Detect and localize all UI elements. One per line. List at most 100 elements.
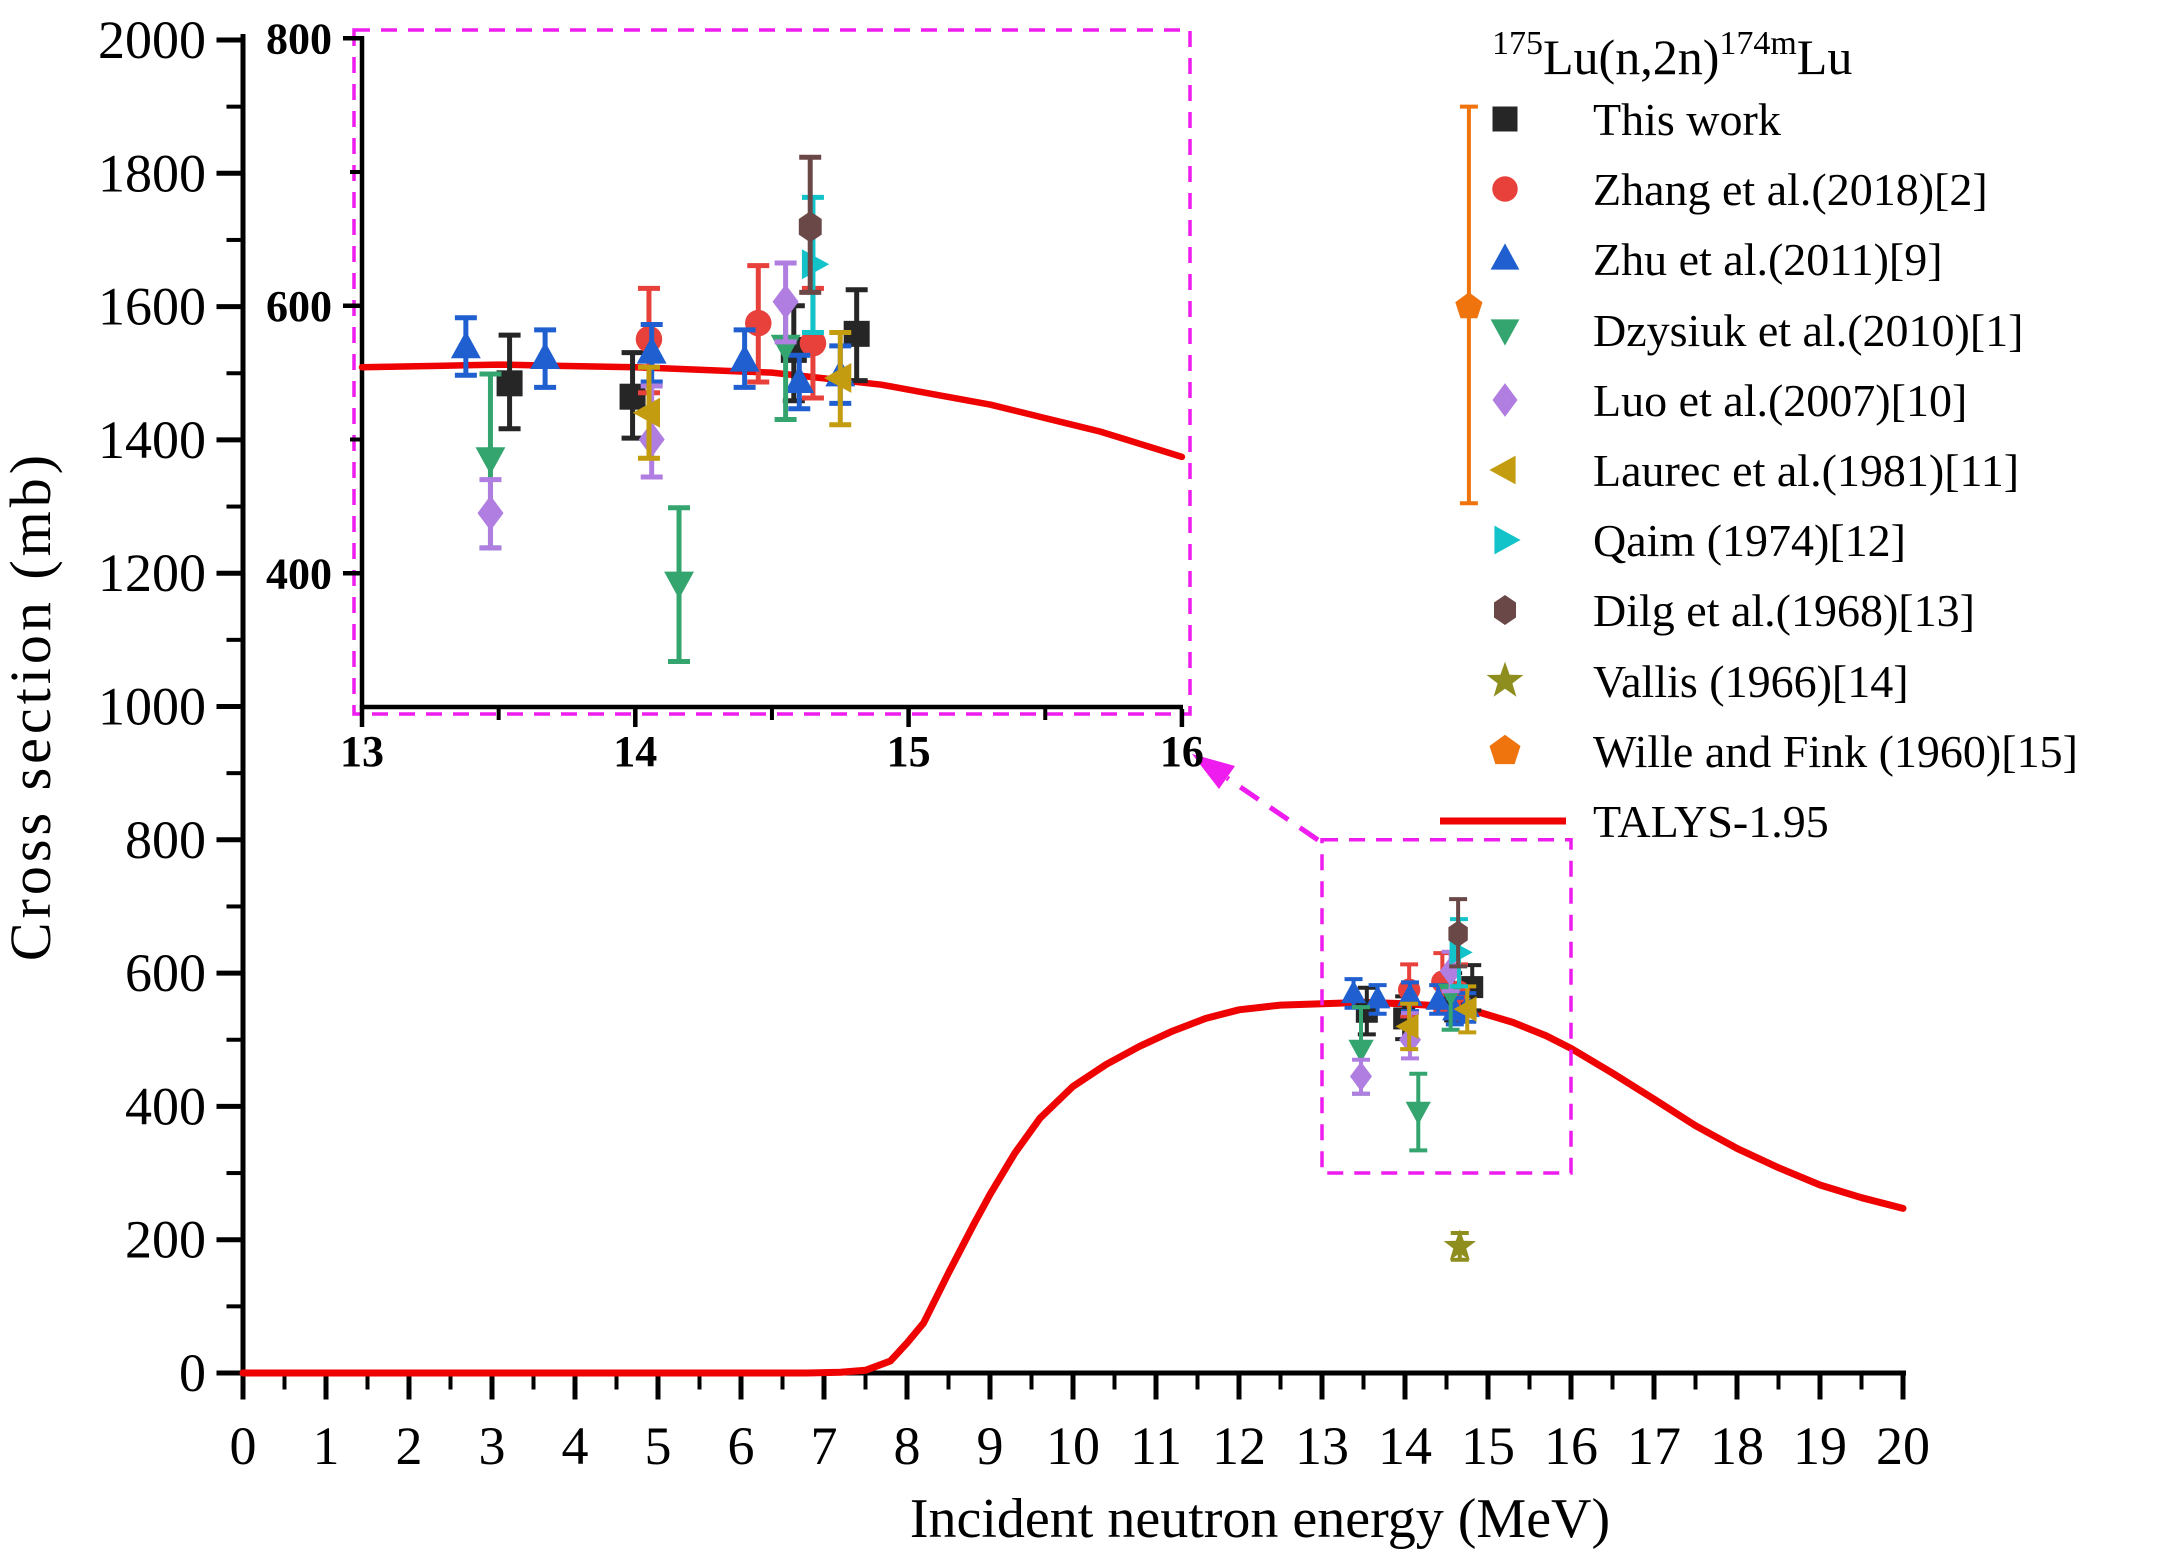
legend-item-label: Wille and Fink (1960)[15] [1593, 726, 2078, 777]
zoom-source-box [1320, 838, 1573, 1175]
x-tick-label: 12 [1212, 1416, 1266, 1476]
x-tick-label: 0 [230, 1416, 257, 1476]
legend-item-dilg-et-al-1968-13: Dilg et al.(1968)[13] [1494, 585, 1975, 636]
inset-x-tick-label: 13 [340, 727, 384, 776]
inset-plot: 13 14 15 16 400 600 800 [266, 14, 1204, 776]
x-tick-label: 19 [1793, 1416, 1847, 1476]
series-inset-laurec-et-al-1981-11 [632, 330, 852, 461]
zoom-arrow-head-icon [1192, 754, 1235, 789]
diamond-marker-icon [638, 421, 665, 458]
legend: 175Lu(n,2n)174mLu This work Zhang et al.(2… [1440, 25, 2078, 847]
x-tick-label: 13 [1295, 1416, 1349, 1476]
inset-border [352, 28, 1192, 716]
talys-curve [239, 998, 1907, 1377]
legend-item-label: Dilg et al.(1968)[13] [1593, 585, 1975, 636]
inset-x-tick-label: 16 [1160, 727, 1204, 776]
y-tick-label: 1400 [98, 410, 206, 470]
x-tick-label: 7 [811, 1416, 838, 1476]
series-main-wille-and-fink-1960-15 [1455, 104, 1483, 506]
circle-marker-icon [799, 329, 827, 357]
x-tick-label: 18 [1710, 1416, 1764, 1476]
legend-item-this-work: This work [1492, 94, 1781, 145]
zoom-arrow [1192, 754, 1320, 843]
triangle-up-marker-icon [1340, 980, 1367, 1004]
x-axis-title: Incident neutron energy (MeV) [910, 1488, 1610, 1550]
triangle-down-marker-icon [1348, 1039, 1374, 1063]
pentagon-marker-icon [1455, 292, 1483, 319]
x-tick-label: 10 [1046, 1416, 1100, 1476]
series-inset-zhu-et-al-2011-9 [450, 315, 856, 412]
inset-x-tick-label: 15 [887, 727, 931, 776]
y-tick-label: 0 [179, 1343, 206, 1403]
legend-item-qaim-1974-12: Qaim (1974)[12] [1494, 515, 1906, 566]
y-tick-label: 400 [125, 1076, 206, 1136]
triangle-left-marker-icon [632, 397, 660, 428]
x-tick-label: 9 [977, 1416, 1004, 1476]
triangle-up-marker-icon [450, 331, 481, 359]
legend-item-vallis-1966-14: Vallis (1966)[14] [1486, 656, 1909, 707]
legend-item-label: TALYS-1.95 [1593, 796, 1829, 847]
legend-item-wille-and-fink-1960-15: Wille and Fink (1960)[15] [1489, 726, 2078, 777]
triangle-up-marker-icon [729, 344, 760, 372]
triangle-right-marker-icon [1449, 939, 1473, 966]
y-tick-label: 1200 [98, 543, 206, 603]
series-main-laurec-et-al-1981-11 [1395, 984, 1477, 1052]
diamond-marker-icon [1350, 1061, 1372, 1092]
triangle-up-marker-icon [784, 365, 815, 393]
data-points-inset [450, 154, 870, 665]
series-inset-dilg-et-al-1968-13 [798, 154, 822, 295]
diamond-marker-icon [772, 284, 799, 320]
y-tick-label: 2000 [98, 10, 206, 70]
series-main-vallis-1966-14 [1443, 1229, 1476, 1262]
hexagon-marker-icon [798, 211, 822, 243]
x-tick-label: 6 [728, 1416, 755, 1476]
legend-item-talys-1-95: TALYS-1.95 [1440, 796, 1829, 847]
talys-curve-inset [358, 361, 1186, 461]
x-tick-label: 4 [562, 1416, 589, 1476]
legend-item-dzysiuk-et-al-2010-1: Dzysiuk et al.(2010)[1] [1490, 305, 2024, 356]
y-tick-label: 800 [125, 810, 206, 870]
triangle-left-marker-icon [1489, 455, 1516, 485]
series-main-dilg-et-al-1968-13 [1448, 897, 1468, 969]
legend-item-label: Zhu et al.(2011)[9] [1593, 234, 1943, 285]
x-tick-label: 15 [1461, 1416, 1515, 1476]
zoom-box-rect [1320, 838, 1573, 1175]
y-axis-title: Cross section (mb) [0, 451, 63, 961]
y-tick-label: 200 [125, 1210, 206, 1270]
x-tick-label: 1 [313, 1416, 340, 1476]
x-tick-label: 2 [396, 1416, 423, 1476]
legend-item-zhu-et-al-2011-9: Zhu et al.(2011)[9] [1490, 234, 1943, 285]
diamond-marker-icon [1492, 383, 1518, 417]
star-marker-icon [1486, 661, 1524, 697]
legend-item-laurec-et-al-1981-11: Laurec et al.(1981)[11] [1489, 445, 2019, 496]
circle-marker-icon [745, 309, 772, 337]
legend-item-label: Zhang et al.(2018)[2] [1593, 164, 1988, 215]
legend-item-label: This work [1593, 94, 1781, 145]
triangle-up-marker-icon [530, 341, 561, 369]
triangle-up-marker-icon [636, 336, 667, 364]
y-tick-label: 1800 [98, 143, 206, 203]
legend-item-zhang-et-al-2018-2: Zhang et al.(2018)[2] [1492, 164, 1988, 215]
legend-item-label: Qaim (1974)[12] [1593, 515, 1906, 566]
inset-y-tick-label: 800 [266, 14, 332, 63]
y-tick-label: 1600 [98, 277, 206, 337]
triangle-down-marker-icon [1405, 1101, 1431, 1125]
x-tick-label: 14 [1378, 1416, 1432, 1476]
data-points-main [1340, 104, 1484, 1262]
triangle-up-marker-icon [1397, 982, 1423, 1006]
legend-item-label: Vallis (1966)[14] [1593, 656, 1909, 707]
inset-y-tick-label: 600 [266, 282, 332, 331]
main-axes: 0 1 2 3 4 5 6 7 8 9 10 11 12 13 14 15 16 17 18 19 2002004006… [0, 10, 1930, 1550]
triangle-down-marker-icon [1490, 319, 1520, 346]
y-tick-label: 1000 [98, 677, 206, 737]
hexagon-marker-icon [1494, 595, 1516, 625]
triangle-down-marker-icon [475, 447, 506, 475]
y-tick-labels: 0 200 400 600 800 1000 1200 1400 1600 1800 2000 [98, 10, 206, 1403]
triangle-right-marker-icon [1494, 525, 1521, 555]
y-tick-label: 600 [125, 943, 206, 1003]
triangle-down-marker-icon [664, 571, 694, 599]
triangle-up-marker-icon [1490, 243, 1520, 270]
triangle-left-marker-icon [1453, 996, 1477, 1022]
